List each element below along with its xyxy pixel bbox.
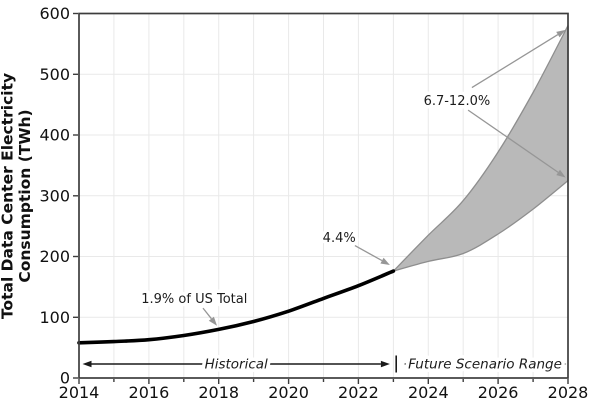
x-tick-label: 2028 bbox=[548, 383, 589, 402]
future-span-arrow-head bbox=[557, 360, 567, 368]
pct-2018-label-arrow-head bbox=[208, 316, 217, 326]
pct-2028-label-arrow-line bbox=[467, 109, 559, 173]
future-span-arrow-head bbox=[403, 360, 413, 368]
y-axis-label-line: Consumption (TWh) bbox=[16, 109, 34, 282]
x-tick-label: 2020 bbox=[268, 383, 309, 402]
y-tick-label: 600 bbox=[39, 4, 70, 23]
pct-2023-label-arrow-head bbox=[380, 257, 390, 265]
x-tick-label: 2018 bbox=[198, 383, 239, 402]
pct-2028-label: 6.7-12.0% bbox=[424, 94, 491, 109]
axes-spines bbox=[78, 12, 569, 379]
pct-2028-label-arrow-head bbox=[556, 169, 566, 178]
grid bbox=[79, 13, 568, 378]
y-tick-label: 300 bbox=[39, 186, 70, 205]
pct-2023-label: 4.4% bbox=[323, 231, 356, 246]
y-tick-label: 400 bbox=[39, 126, 70, 145]
pct-2018-label: 1.9% of US Total bbox=[141, 292, 247, 307]
historical-span-arrow-head bbox=[380, 360, 390, 368]
pct-2018-label-arrow-line bbox=[202, 307, 212, 320]
x-axis: 2014 2016 2018 2020 2022 2024 2026 2028 bbox=[59, 379, 589, 402]
future-span-label: Future Scenario Range bbox=[408, 357, 562, 373]
y-tick-label: 0 bbox=[60, 369, 70, 388]
x-tick-label: 2022 bbox=[338, 383, 379, 402]
pct-2028-label-arrow-line bbox=[471, 34, 559, 89]
x-tick-label: 2024 bbox=[408, 383, 449, 402]
historical-line bbox=[77, 269, 396, 345]
y-axis-label: Total Data Center ElectricityConsumption… bbox=[0, 73, 34, 319]
x-tick-label: 2026 bbox=[478, 383, 519, 402]
x-tick-label: 2014 bbox=[59, 383, 100, 402]
y-axis-label-line: Total Data Center Electricity bbox=[0, 73, 17, 319]
historical-span-label: Historical bbox=[205, 357, 268, 373]
historical-span-arrow-head bbox=[82, 360, 92, 368]
y-tick-label: 200 bbox=[39, 247, 70, 266]
y-axis: 0 100 200 300 400 500 600 bbox=[39, 4, 78, 388]
pct-2023-label-arrow-line bbox=[354, 245, 383, 262]
y-tick-label: 500 bbox=[39, 65, 70, 84]
y-tick-label: 100 bbox=[39, 308, 70, 327]
pct-2028-label-arrow-head bbox=[556, 29, 566, 38]
x-tick-label: 2016 bbox=[129, 383, 170, 402]
